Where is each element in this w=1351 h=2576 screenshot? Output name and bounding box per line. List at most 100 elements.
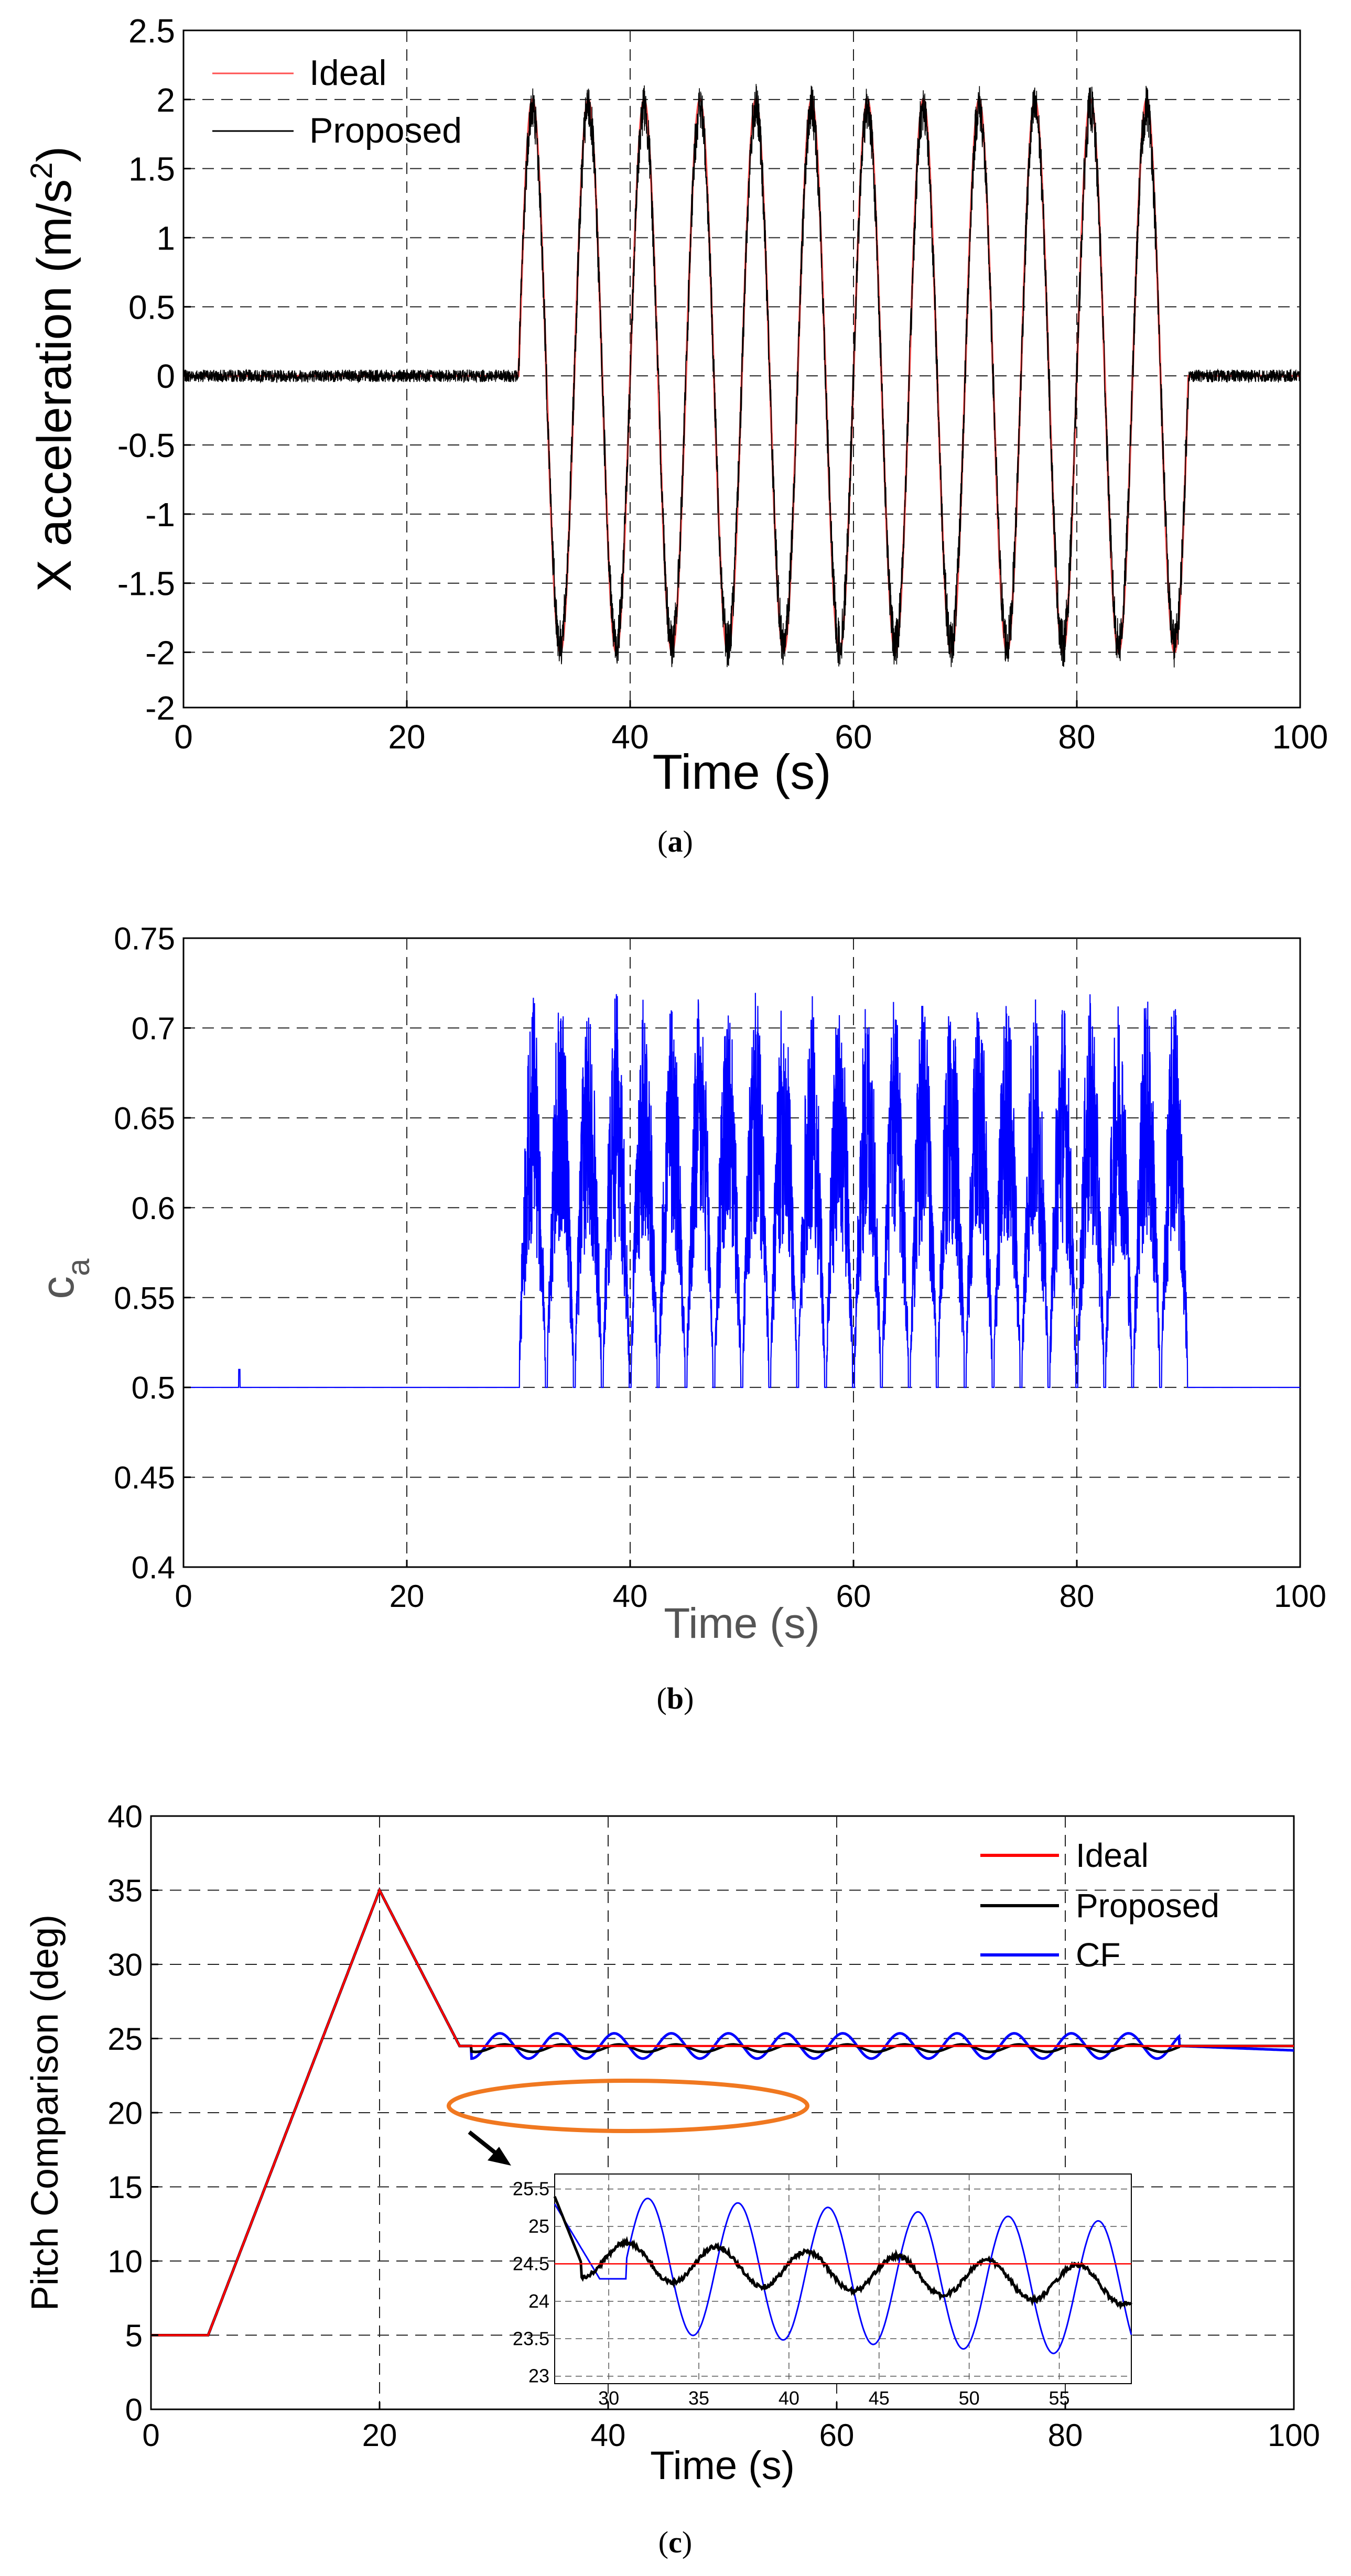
panel-a-grid [183,30,1300,708]
panel-a-y-tick-label: -2 [145,689,175,727]
caption-a-open: ( [657,824,667,858]
panel-a-ylabel-main: X acceleration (m/s [28,179,81,592]
panel-b-x-tick-label: 40 [613,1579,648,1614]
panel-b-y-tick-label: 0.5 [132,1371,175,1406]
panel-a-y-tick-label: 0 [156,357,175,395]
panel-c-x-tick-label: 20 [362,2418,397,2453]
panel-b-y-tick-label: 0.45 [114,1460,175,1495]
legend-ideal-label: Ideal [309,53,386,93]
panel-a-ticks: 0 20 40 60 80 100 -2 -2 -1.5 -1 -0.5 0 0.5 1 1.5 2 2.5 [117,12,1328,756]
panel-a-proposed-series [183,84,1301,668]
panel-a-x-tick-label: 0 [174,718,193,756]
panel-c-y-tick-label: 35 [107,1873,143,1908]
panel-c-x-tick-label: 80 [1048,2418,1083,2453]
panel-c-ylabel-main: Pitch Comparison (deg) [24,1915,66,2311]
panel-b-y-tick-label: 0.55 [114,1280,175,1316]
inset-y-tick-label: 23 [528,2365,549,2387]
panel-b-x-tick-label: 20 [390,1579,425,1614]
panel-a-ylabel-sup: 2 [25,162,59,179]
panel-b-y-tick-label: 0.6 [132,1191,175,1226]
panel-a-y-tick-label: 2.5 [128,12,175,50]
panel-c-y-tick-label: 0 [125,2393,143,2428]
inset-y-tick-label: 25.5 [513,2178,549,2200]
panel-c-chart: 0 20 40 60 80 100 0 5 10 15 20 25 30 35 40 30 35 40 45 50 5… [24,1799,1320,2559]
inset-y-tick-label: 24 [528,2290,549,2312]
panel-c-y-tick-label: 15 [107,2170,143,2205]
panel-b-x-tick-label: 80 [1060,1579,1095,1614]
panel-b-x-tick-label: 60 [836,1579,871,1614]
panel-a-y-tick-label: 2 [156,81,175,119]
inset-y-tick-label: 24.5 [513,2253,549,2274]
panel-b-ticks: 0 20 40 60 80 100 0.4 0.45 0.5 0.55 0.6 0.65 0.7 0.75 [114,921,1326,1614]
inset-y-tick-label: 23.5 [513,2328,549,2349]
inset-x-tick-label: 55 [1049,2387,1069,2409]
caption-b-close: ) [684,1681,694,1715]
inset-ticks: 30 35 40 45 50 55 23 23.5 24 24.5 25 25.5 [513,2178,1070,2409]
panel-c-series [151,1887,1294,2336]
panel-c-y-tick-label: 30 [107,1948,143,1983]
panel-a-legend: Ideal Proposed [212,53,462,150]
proposed-line [183,84,1301,668]
panel-c-inset: 30 35 40 45 50 55 23 23.5 24 24.5 25 25.5 [513,2173,1132,2409]
panel-a-y-tick-label: 0.5 [128,288,175,326]
panel-c-x-tick-label: 60 [819,2418,855,2453]
panel-c-y-tick-label: 40 [107,1799,143,1834]
panel-a-y-tick-label: -1.5 [117,565,175,603]
inset-series [553,2195,1132,2354]
panel-c-x-axis-label: Time (s) [650,2443,795,2488]
panel-c-x-tick-label: 100 [1268,2418,1320,2453]
caption-b-letter: b [667,1681,684,1715]
panel-a-ylabel-end: ) [28,146,81,162]
panel-b-y-tick-label: 0.65 [114,1101,175,1136]
zoom-arrow-icon [468,2130,511,2166]
panel-c-y-tick-label: 20 [107,2096,143,2131]
panel-c-y-tick-label: 5 [125,2318,143,2353]
caption-c-open: ( [658,2525,668,2559]
panel-b-ylabel-main: c [31,1276,83,1299]
panel-b-y-tick-label: 0.7 [132,1011,175,1046]
panel-a-y-tick-label: 1 [156,220,175,257]
inset-x-tick-label: 45 [869,2387,890,2409]
panel-a-y-tick-label: 1.5 [128,150,175,188]
panel-a-x-tick-label: 100 [1272,718,1328,756]
legend-proposed-label: Proposed [1076,1887,1219,1925]
svg-text:ca: ca [31,1258,96,1299]
inset-cf-line [554,2198,1132,2354]
legend-cf-label: CF [1076,1936,1120,1974]
ideal-line [151,1887,1294,2336]
inset-x-tick-label: 35 [688,2387,709,2409]
panel-c-ticks: 0 20 40 60 80 100 0 5 10 15 20 25 30 35 40 [107,1799,1320,2453]
panel-c-y-axis-label: Pitch Comparison (deg) [24,1915,66,2311]
panel-a-x-tick-label: 40 [611,718,649,756]
inset-plot-area [554,2173,1132,2384]
caption-c-close: ) [682,2525,692,2559]
panel-c-y-tick-label: 25 [107,2021,143,2057]
panel-b-ylabel-sub: a [61,1258,96,1276]
panel-b-x-axis-label: Time (s) [664,1600,820,1647]
panel-a-y-tick-label: -2 [145,634,175,672]
panel-c-x-tick-label: 40 [591,2418,626,2453]
panel-a-x-tick-label: 20 [388,718,425,756]
legend-ideal-label: Ideal [1076,1836,1149,1874]
panel-b-y-tick-label: 0.75 [114,921,175,957]
panel-b-chart: 0 20 40 60 80 100 0.4 0.45 0.5 0.55 0.6 0.65 0.7 0.75… [31,921,1326,1715]
caption-a-letter: a [668,824,683,858]
panel-b-x-tick-label: 100 [1274,1579,1326,1614]
panel-a-y-tick-label: -0.5 [117,427,175,464]
panel-b-y-axis-label: ca [31,1258,96,1299]
caption-c-letter: c [668,2525,682,2559]
inset-y-tick-label: 25 [528,2215,549,2237]
panel-a-y-tick-label: -1 [145,496,175,534]
legend-proposed-label: Proposed [309,111,462,150]
panel-c-legend: Ideal Proposed CF [980,1836,1219,1974]
panel-a-x-axis-label: Time (s) [652,744,831,799]
ca-line [183,993,1300,1388]
panel-a-x-tick-label: 60 [835,718,872,756]
caption-a-close: ) [683,824,693,858]
inset-x-tick-label: 30 [598,2387,619,2409]
panel-c-y-tick-label: 10 [107,2244,143,2279]
panel-a-chart: 0 20 40 60 80 100 -2 -2 -1.5 -1 -0.5 0 0.5 1 1.5 2 2.5 I… [25,12,1328,858]
inset-x-tick-label: 50 [959,2387,980,2409]
caption-b-open: ( [657,1681,667,1715]
